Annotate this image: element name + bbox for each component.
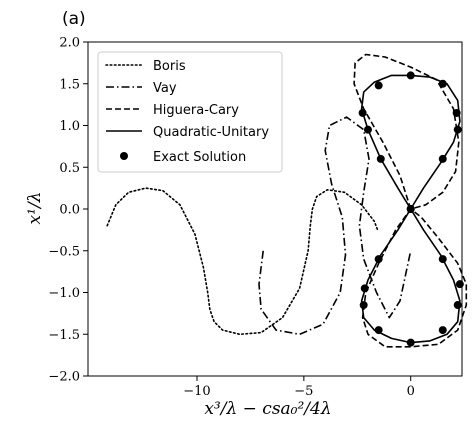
- exact-solution-point: [438, 255, 447, 264]
- x-tick-label: 0: [407, 384, 415, 399]
- exact-solution-point: [358, 108, 367, 117]
- y-tick-label: 2.0: [59, 36, 80, 51]
- plot-area: −2.0 −1.5 −1.0 −0.5 0.0 0.5 1.0 1.5 2.0 −10 −5 0: [48, 36, 468, 400]
- exact-solution-point: [406, 71, 415, 80]
- y-tick-label: 1.0: [59, 119, 80, 134]
- exact-solution-point: [406, 338, 415, 347]
- exact-solution-point: [363, 125, 372, 134]
- exact-solution-point: [453, 125, 462, 134]
- legend-box: [97, 51, 283, 173]
- y-axis-label: x¹/λ: [25, 192, 45, 225]
- y-tick-label: 1.5: [59, 77, 80, 92]
- legend-swatch-exact-solution: [120, 152, 128, 160]
- exact-solution-point: [455, 280, 464, 289]
- ticks-layer: −2.0 −1.5 −1.0 −0.5 0.0 0.5 1.0 1.5 2.0 −10 −5 0: [48, 36, 414, 400]
- series-line-boris: [106, 187, 379, 336]
- exact-solution-point: [374, 81, 383, 90]
- series-line-higuera-cary: [353, 53, 468, 348]
- exact-solution-point: [376, 154, 385, 163]
- y-tick-label: 0.5: [59, 161, 80, 176]
- legend: Boris Vay Higuera-Cary Quadratic-Unitary…: [97, 51, 283, 173]
- panel-label: (a): [62, 9, 86, 29]
- legend-label-quadratic-unitary: Quadratic-Unitary: [153, 125, 269, 140]
- y-tick-label: 0.0: [59, 203, 80, 218]
- exact-solution-point: [452, 108, 461, 117]
- exact-solution-point: [374, 326, 383, 335]
- x-tick-label: −5: [294, 384, 313, 399]
- x-tick-label: −10: [183, 384, 210, 399]
- x-axis-label: x³/λ − csa₀²/4λ: [204, 399, 331, 419]
- legend-label-vay: Vay: [153, 81, 177, 96]
- exact-solution-point: [406, 205, 415, 213]
- legend-label-boris: Boris: [153, 59, 186, 74]
- exact-solution-point: [438, 154, 447, 163]
- series-layer: [106, 53, 468, 348]
- exact-solution-point: [438, 326, 447, 335]
- legend-label-higuera-cary: Higuera-Cary: [153, 103, 239, 118]
- exact-solution-point: [438, 79, 447, 88]
- exact-solution-point: [359, 301, 368, 310]
- exact-solution-point: [453, 301, 462, 310]
- legend-label-exact-solution: Exact Solution: [153, 150, 246, 165]
- exact-solution-point: [360, 284, 369, 293]
- exact-solution-point: [374, 255, 383, 264]
- y-tick-label: −1.5: [48, 328, 80, 343]
- y-tick-label: −0.5: [48, 244, 80, 259]
- y-tick-label: −1.0: [48, 286, 80, 301]
- y-tick-label: −2.0: [48, 370, 80, 385]
